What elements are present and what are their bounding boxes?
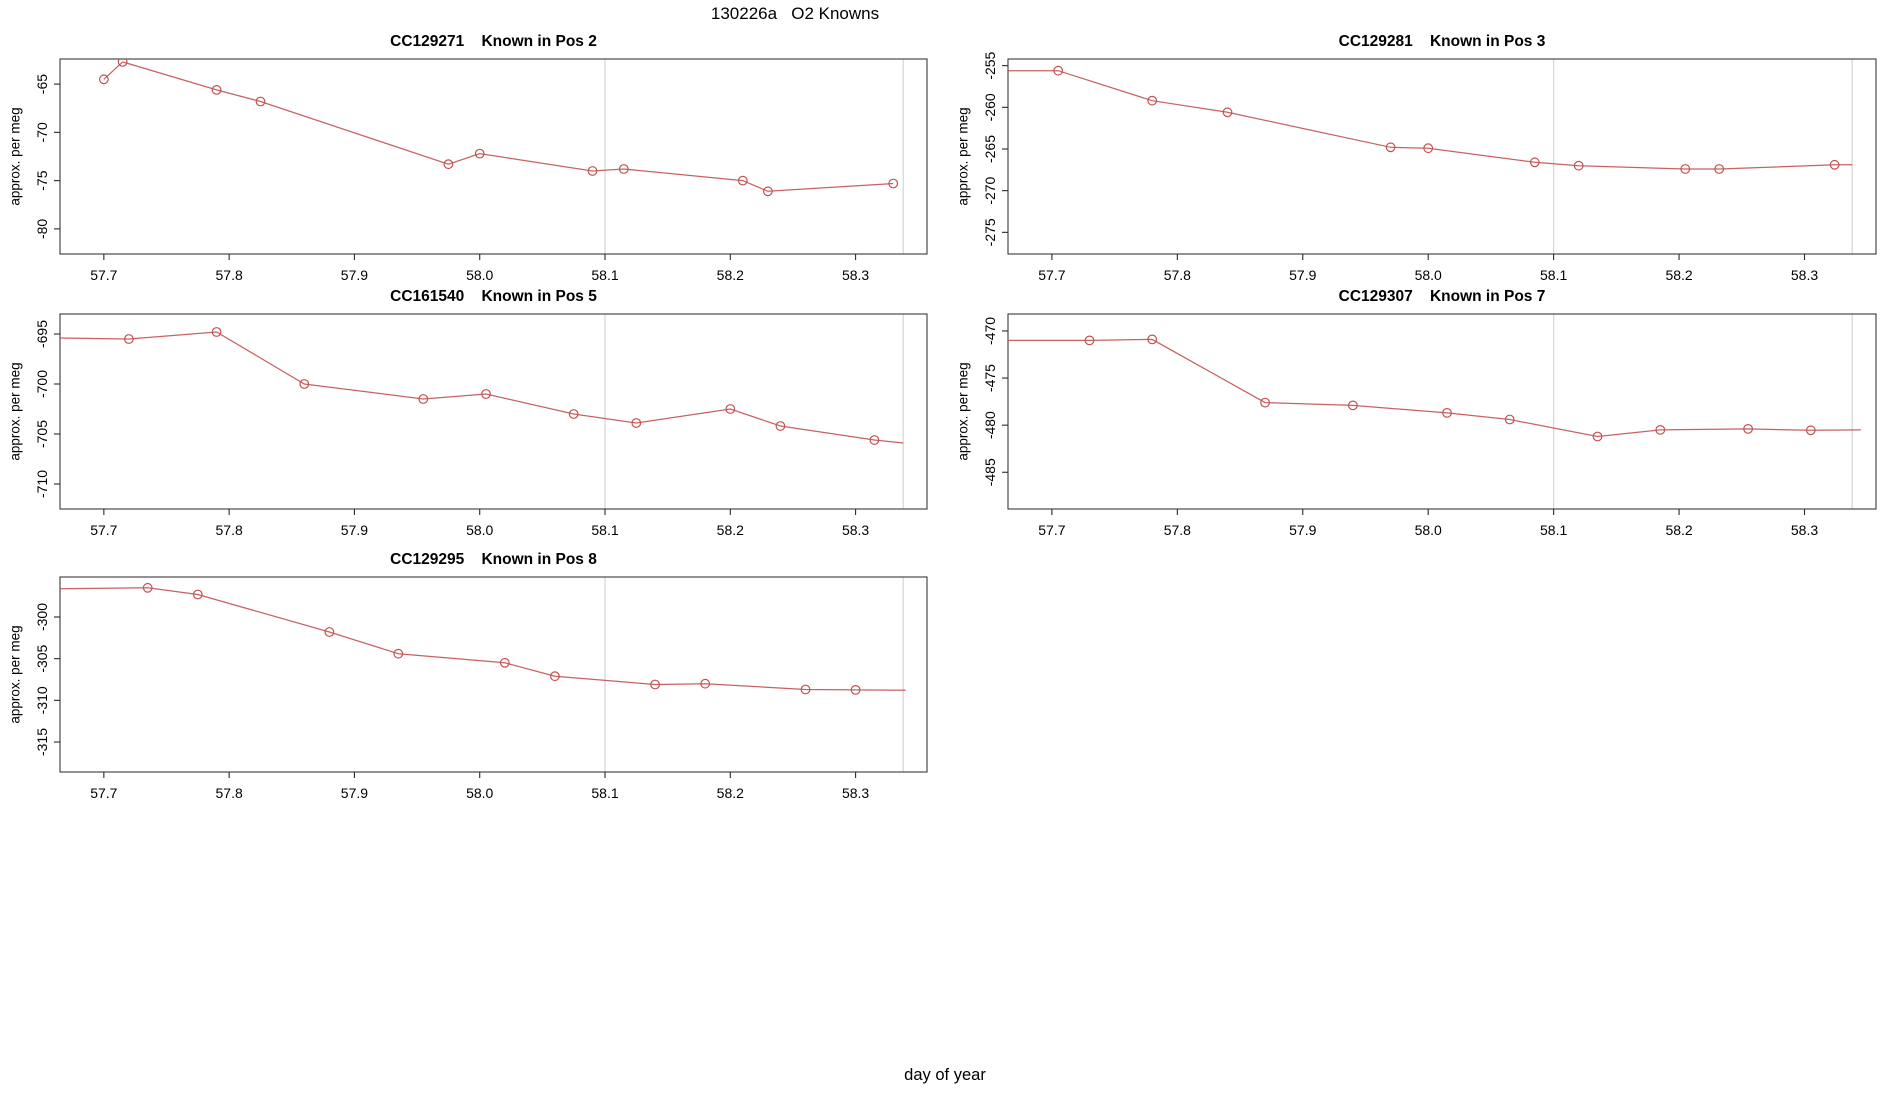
svg-text:58.1: 58.1 bbox=[591, 267, 618, 283]
chart-title-cc129281: CC129281 Known in Pos 3 bbox=[1338, 33, 1546, 50]
svg-text:58.3: 58.3 bbox=[842, 785, 869, 801]
svg-text:-315: -315 bbox=[34, 728, 50, 756]
svg-text:58.3: 58.3 bbox=[1791, 522, 1818, 538]
svg-text:57.8: 57.8 bbox=[1164, 522, 1191, 538]
svg-text:57.7: 57.7 bbox=[90, 785, 117, 801]
svg-text:-705: -705 bbox=[34, 420, 50, 448]
svg-text:-480: -480 bbox=[982, 411, 998, 439]
svg-text:58.3: 58.3 bbox=[842, 522, 869, 538]
y-axis-label-text: approx. per meg bbox=[955, 107, 971, 206]
svg-text:57.9: 57.9 bbox=[1289, 267, 1316, 283]
svg-text:-275: -275 bbox=[982, 218, 998, 246]
svg-text:58.1: 58.1 bbox=[591, 785, 618, 801]
svg-text:-475: -475 bbox=[982, 364, 998, 392]
svg-text:-485: -485 bbox=[982, 458, 998, 486]
chart-title-cc161540: CC161540 Known in Pos 5 bbox=[390, 288, 597, 305]
svg-text:57.8: 57.8 bbox=[1164, 267, 1191, 283]
svg-text:-80: -80 bbox=[34, 219, 50, 239]
y-axis-label-5: approx. per meg bbox=[6, 577, 24, 772]
svg-text:-265: -265 bbox=[982, 135, 998, 163]
svg-text:-65: -65 bbox=[34, 74, 50, 94]
y-axis-label-2: approx. per meg bbox=[954, 59, 972, 254]
svg-text:58.2: 58.2 bbox=[717, 785, 744, 801]
svg-text:57.9: 57.9 bbox=[341, 785, 368, 801]
page-title: 130226a O2 Knowns bbox=[710, 4, 880, 23]
svg-text:-470: -470 bbox=[982, 317, 998, 345]
svg-text:58.3: 58.3 bbox=[842, 267, 869, 283]
svg-text:-300: -300 bbox=[34, 603, 50, 631]
y-axis-label-text: approx. per meg bbox=[7, 107, 23, 206]
svg-text:58.1: 58.1 bbox=[1540, 267, 1567, 283]
svg-text:57.8: 57.8 bbox=[216, 267, 243, 283]
chart-title-cc129271: CC129271 Known in Pos 2 bbox=[390, 33, 597, 50]
svg-text:58.2: 58.2 bbox=[1665, 267, 1692, 283]
svg-text:57.8: 57.8 bbox=[216, 522, 243, 538]
y-axis-label-text: approx. per meg bbox=[7, 625, 23, 724]
svg-text:58.0: 58.0 bbox=[466, 522, 493, 538]
svg-text:57.9: 57.9 bbox=[341, 267, 368, 283]
svg-text:-255: -255 bbox=[982, 51, 998, 79]
y-axis-label-4: approx. per meg bbox=[954, 314, 972, 509]
svg-text:57.9: 57.9 bbox=[341, 522, 368, 538]
y-axis-label-1: approx. per meg bbox=[6, 59, 24, 254]
svg-text:58.2: 58.2 bbox=[1665, 522, 1692, 538]
svg-text:57.7: 57.7 bbox=[90, 522, 117, 538]
svg-text:58.0: 58.0 bbox=[466, 267, 493, 283]
x-axis-label: day of year bbox=[904, 1066, 986, 1084]
y-axis-label-text: approx. per meg bbox=[7, 362, 23, 461]
chart-title-cc129295: CC129295 Known in Pos 8 bbox=[390, 551, 597, 568]
svg-text:-260: -260 bbox=[982, 93, 998, 121]
svg-text:-75: -75 bbox=[34, 170, 50, 190]
y-axis-label-text: approx. per meg bbox=[955, 362, 971, 461]
svg-text:57.7: 57.7 bbox=[90, 267, 117, 283]
chart-title-cc129307: CC129307 Known in Pos 7 bbox=[1338, 288, 1546, 305]
svg-text:-710: -710 bbox=[34, 470, 50, 498]
y-axis-label-3: approx. per meg bbox=[6, 314, 24, 509]
svg-text:58.1: 58.1 bbox=[591, 522, 618, 538]
svg-text:-700: -700 bbox=[34, 370, 50, 398]
svg-text:58.3: 58.3 bbox=[1791, 267, 1818, 283]
svg-text:-310: -310 bbox=[34, 686, 50, 714]
svg-text:-695: -695 bbox=[34, 320, 50, 348]
svg-text:-270: -270 bbox=[982, 176, 998, 204]
svg-text:57.7: 57.7 bbox=[1038, 267, 1065, 283]
svg-text:58.2: 58.2 bbox=[717, 267, 744, 283]
svg-text:58.0: 58.0 bbox=[1415, 522, 1442, 538]
svg-text:-305: -305 bbox=[34, 644, 50, 672]
svg-text:57.7: 57.7 bbox=[1038, 522, 1065, 538]
svg-text:57.9: 57.9 bbox=[1289, 522, 1316, 538]
svg-text:58.0: 58.0 bbox=[1415, 267, 1442, 283]
svg-text:58.1: 58.1 bbox=[1540, 522, 1567, 538]
svg-text:57.8: 57.8 bbox=[216, 785, 243, 801]
svg-text:58.2: 58.2 bbox=[717, 522, 744, 538]
svg-text:-70: -70 bbox=[34, 122, 50, 142]
svg-text:58.0: 58.0 bbox=[466, 785, 493, 801]
